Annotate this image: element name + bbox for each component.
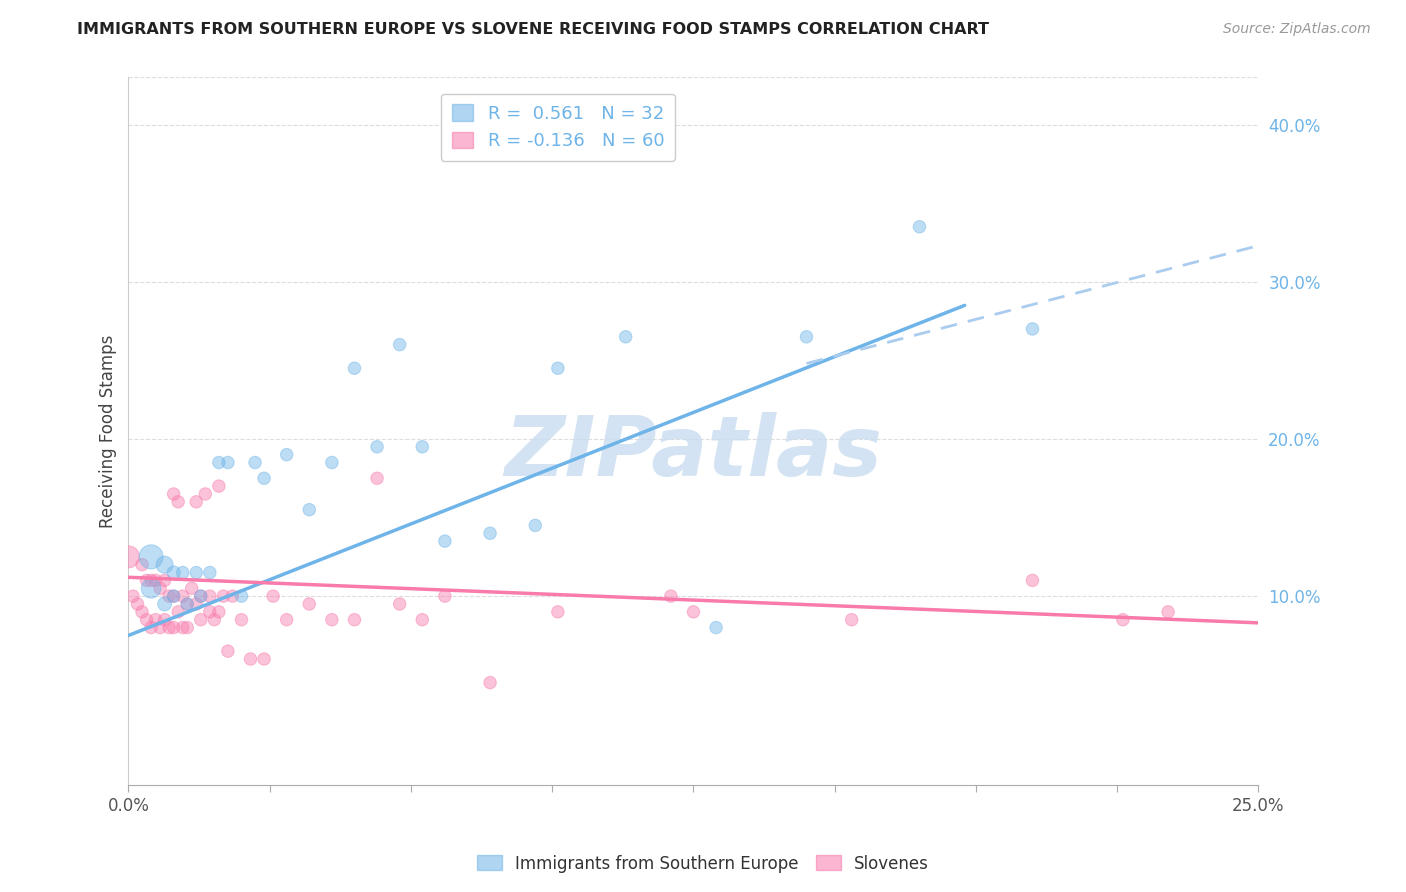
Point <box>841 613 863 627</box>
Text: ZIPatlas: ZIPatlas <box>505 412 883 492</box>
Point <box>198 589 221 603</box>
Point <box>172 621 194 635</box>
Point <box>131 558 153 572</box>
Point <box>163 487 186 501</box>
Point <box>231 589 253 603</box>
Point <box>547 361 569 376</box>
Point <box>190 613 212 627</box>
Point <box>433 589 456 603</box>
Point <box>135 574 157 588</box>
Point <box>176 621 198 635</box>
Point <box>135 613 157 627</box>
Text: Source: ZipAtlas.com: Source: ZipAtlas.com <box>1223 22 1371 37</box>
Point <box>186 597 208 611</box>
Point <box>704 621 727 635</box>
Point <box>153 574 176 588</box>
Point <box>208 605 231 619</box>
Point <box>139 582 162 596</box>
Point <box>212 589 235 603</box>
Point <box>253 652 276 666</box>
Point <box>343 361 366 376</box>
Point <box>208 479 231 493</box>
Point <box>198 566 221 580</box>
Point <box>149 582 172 596</box>
Point <box>1021 574 1043 588</box>
Point <box>1157 605 1180 619</box>
Text: IMMIGRANTS FROM SOUTHERN EUROPE VS SLOVENE RECEIVING FOOD STAMPS CORRELATION CHA: IMMIGRANTS FROM SOUTHERN EUROPE VS SLOVE… <box>77 22 990 37</box>
Point <box>167 605 190 619</box>
Point <box>149 621 172 635</box>
Point <box>231 613 253 627</box>
Point <box>186 566 208 580</box>
Point <box>411 613 433 627</box>
Point <box>217 456 239 470</box>
Point <box>139 549 162 564</box>
Point <box>127 597 149 611</box>
Legend: Immigrants from Southern Europe, Slovenes: Immigrants from Southern Europe, Slovene… <box>471 848 935 880</box>
Point <box>180 582 202 596</box>
Point <box>366 471 388 485</box>
Point <box>176 597 198 611</box>
Point <box>1112 613 1135 627</box>
Y-axis label: Receiving Food Stamps: Receiving Food Stamps <box>100 334 117 528</box>
Point <box>163 589 186 603</box>
Point <box>217 644 239 658</box>
Point <box>153 613 176 627</box>
Point <box>117 549 139 564</box>
Point <box>157 589 180 603</box>
Point <box>202 613 225 627</box>
Point <box>524 518 547 533</box>
Point <box>153 558 176 572</box>
Point <box>153 597 176 611</box>
Point <box>172 566 194 580</box>
Point <box>479 526 502 541</box>
Point <box>194 487 217 501</box>
Point <box>682 605 704 619</box>
Point <box>366 440 388 454</box>
Point <box>239 652 262 666</box>
Point <box>190 589 212 603</box>
Point <box>157 621 180 635</box>
Point <box>163 589 186 603</box>
Point <box>172 589 194 603</box>
Point <box>198 605 221 619</box>
Point <box>139 621 162 635</box>
Point <box>243 456 266 470</box>
Point <box>163 621 186 635</box>
Point <box>145 613 167 627</box>
Point <box>796 330 818 344</box>
Point <box>388 337 411 351</box>
Point <box>908 219 931 234</box>
Point <box>176 597 198 611</box>
Point <box>276 613 298 627</box>
Point <box>262 589 284 603</box>
Point <box>321 456 343 470</box>
Point <box>298 597 321 611</box>
Point <box>186 495 208 509</box>
Point <box>388 597 411 611</box>
Point <box>547 605 569 619</box>
Point <box>167 495 190 509</box>
Point <box>479 675 502 690</box>
Point <box>253 471 276 485</box>
Point <box>321 613 343 627</box>
Point <box>411 440 433 454</box>
Point <box>1021 322 1043 336</box>
Point <box>433 534 456 549</box>
Point <box>122 589 145 603</box>
Point <box>343 613 366 627</box>
Point <box>659 589 682 603</box>
Legend: R =  0.561   N = 32, R = -0.136   N = 60: R = 0.561 N = 32, R = -0.136 N = 60 <box>440 94 675 161</box>
Point <box>208 456 231 470</box>
Point <box>190 589 212 603</box>
Point <box>139 574 162 588</box>
Point <box>614 330 637 344</box>
Point <box>163 566 186 580</box>
Point <box>298 502 321 516</box>
Point <box>131 605 153 619</box>
Point <box>221 589 243 603</box>
Point <box>276 448 298 462</box>
Point <box>145 574 167 588</box>
